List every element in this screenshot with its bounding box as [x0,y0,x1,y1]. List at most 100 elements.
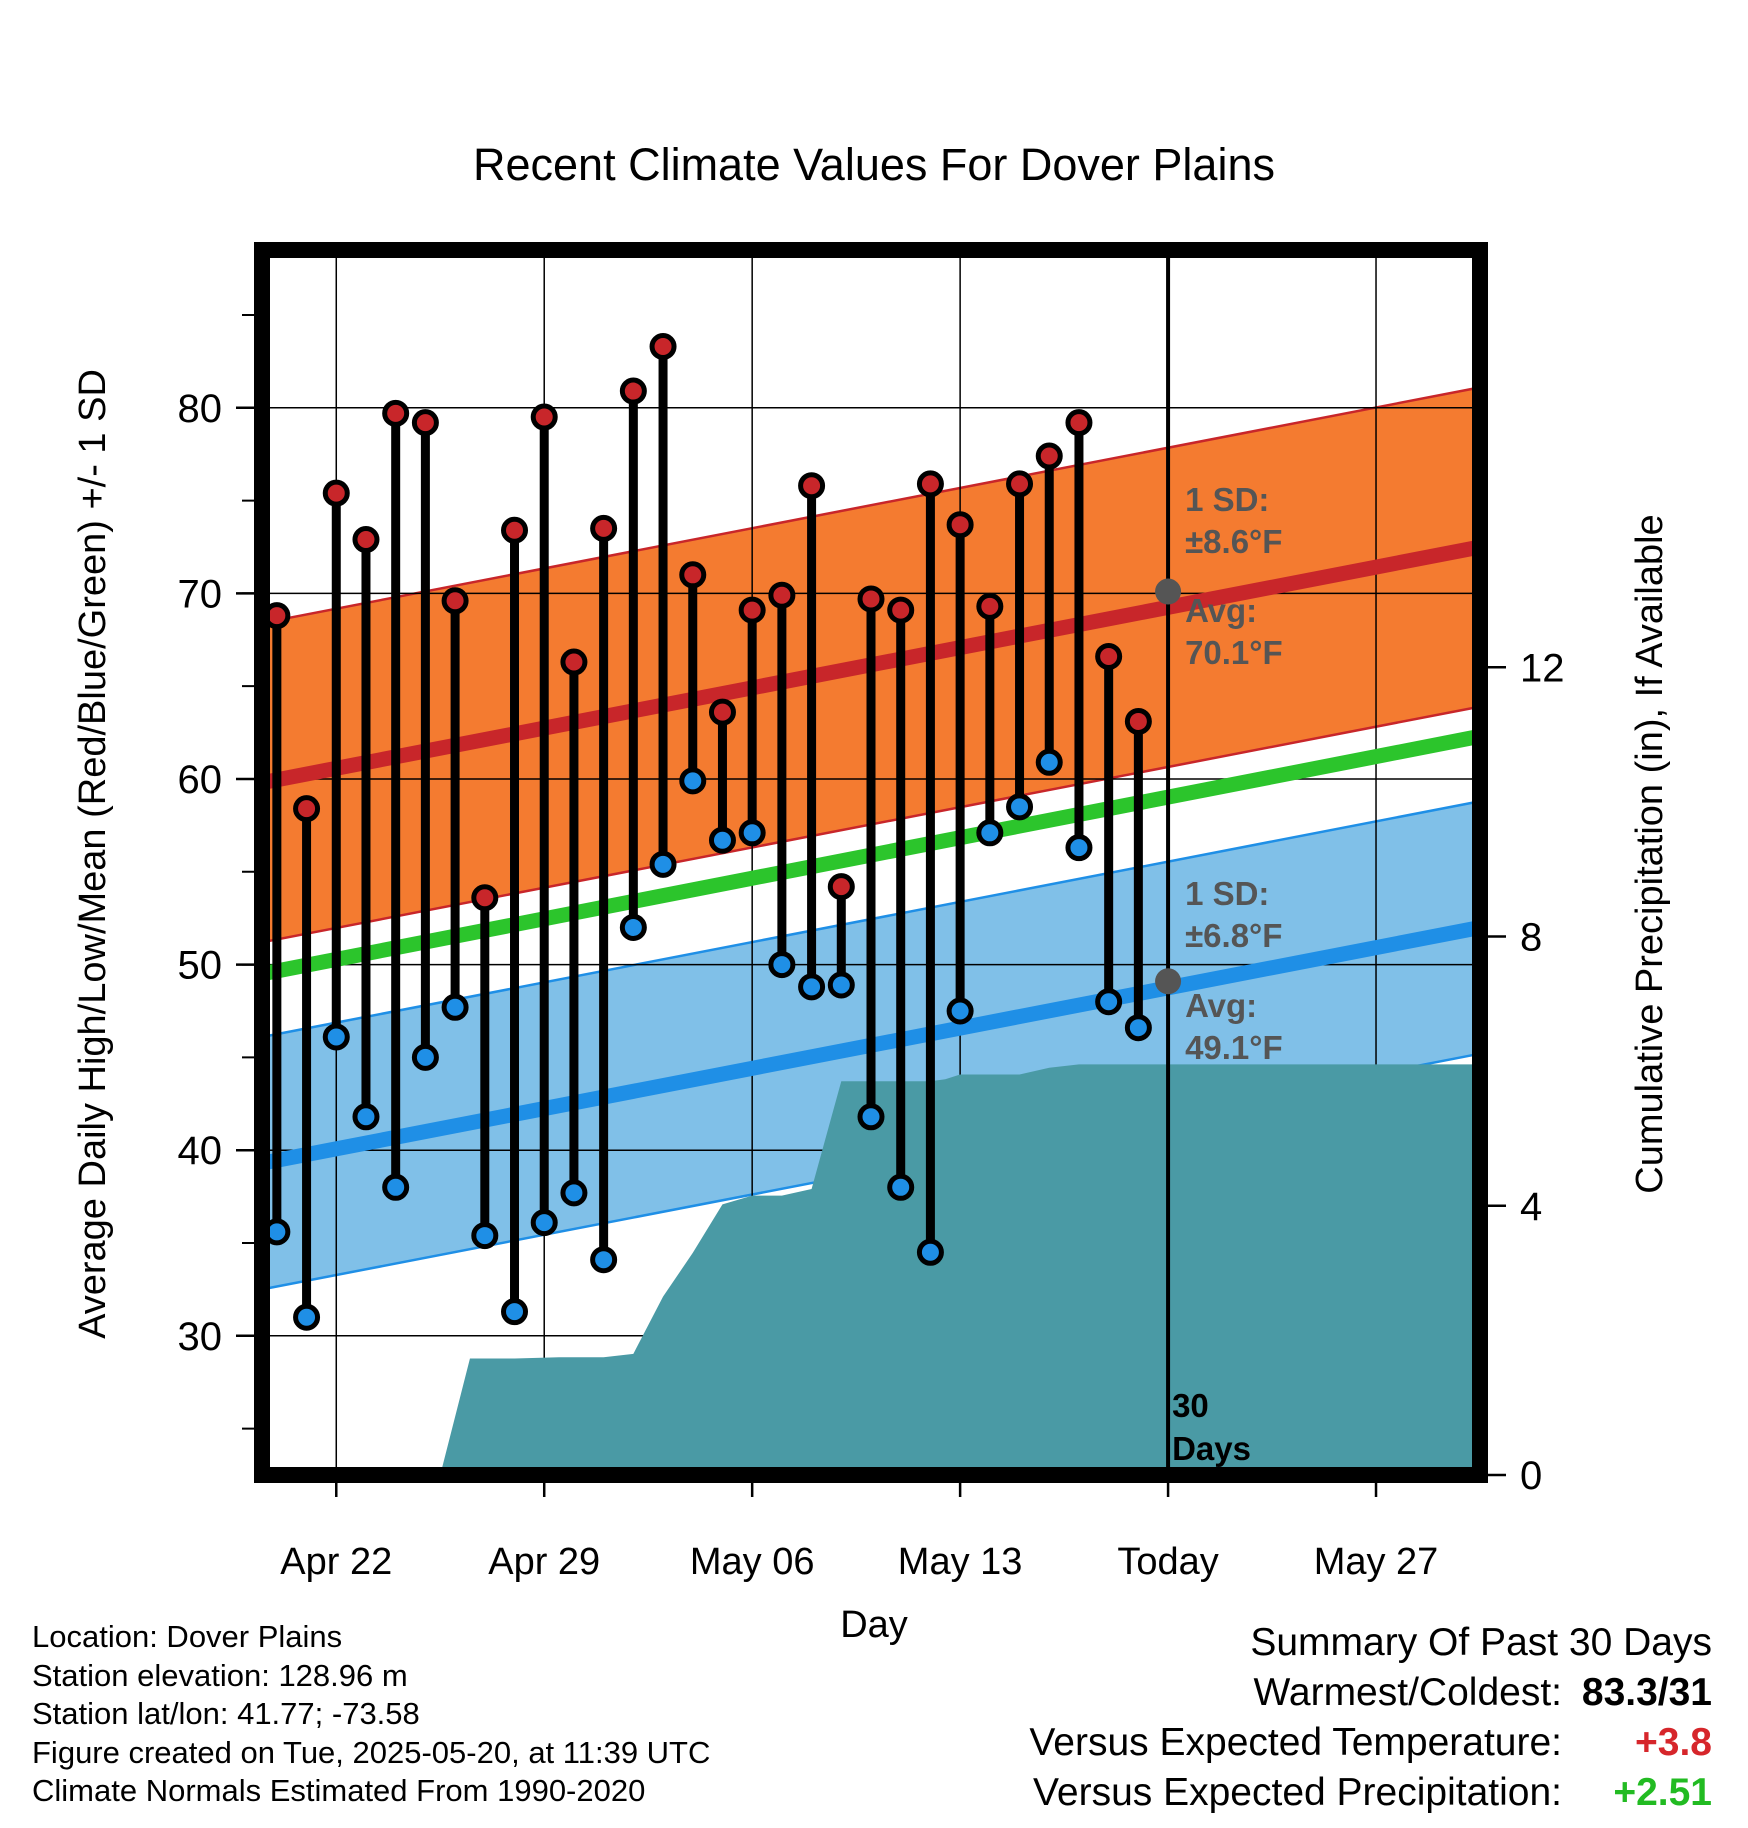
temp-label: Versus Expected Temperature: [1029,1721,1562,1764]
y2-tick-label: 12 [1520,646,1565,690]
low-point [411,1043,439,1071]
x-tick-label: Apr 22 [280,1541,392,1583]
high-avg-label: Avg: [1185,592,1257,629]
low-point [768,951,796,979]
y-tick-label: 70 [178,572,223,616]
y-axis-label: Average Daily High/Low/Mean (Red/Blue/Gr… [72,369,114,1339]
high-point [857,585,885,613]
high-point [619,377,647,405]
high-sd-value: ±8.6°F [1185,523,1282,560]
low-point [619,913,647,941]
normals-text: Climate Normals Estimated From 1990-2020 [32,1773,646,1808]
high-point [560,648,588,676]
latlon-text: Station lat/lon: 41.77; -73.58 [32,1696,420,1731]
y-tick-label: 40 [178,1129,223,1173]
temp-value: +3.8 [1635,1721,1712,1764]
high-point [441,587,469,615]
high-point [768,581,796,609]
low-point [857,1103,885,1131]
y-tick-label: 50 [178,944,223,988]
x-tick-label: May 13 [898,1541,1023,1583]
low-point [1065,834,1093,862]
high-point [708,698,736,726]
low-point [976,819,1004,847]
low-sd-value: ±6.8°F [1185,917,1282,954]
low-point [798,973,826,1001]
high-avg-marker [1155,578,1182,605]
plot-area: 1 SD: ±8.6°F Avg: 70.1°F 1 SD: ±6.8°F Avg: 49.1… [178,242,1565,1583]
y-tick-label: 80 [178,387,223,431]
low-point [827,971,855,999]
low-point [708,826,736,854]
low-point [382,1173,410,1201]
low-point [738,819,766,847]
low-point [1124,1014,1152,1042]
summary-panel: Summary Of Past 30 Days Warmest/Coldest:… [1029,1618,1712,1818]
high-sd-label: 1 SD: [1185,481,1269,518]
low-point [887,1173,915,1201]
low-point [441,993,469,1021]
high-point [1124,707,1152,735]
high-point [1006,470,1034,498]
x-axis-label: Day [840,1604,908,1646]
low-point [1006,793,1034,821]
created-text: Figure created on Tue, 2025-05-20, at 11… [32,1734,711,1770]
low-avg-marker [1155,968,1182,995]
y2-axis-label: Cumulative Precipitation (in), If Availa… [1629,514,1671,1193]
low-point [1035,748,1063,776]
y2-tick-label: 0 [1520,1454,1542,1498]
high-point [411,409,439,437]
high-point [798,472,826,500]
plot-frame [254,242,1488,1483]
low-point [293,1303,321,1331]
low-avg-label: Avg: [1185,987,1257,1024]
precip-label: Versus Expected Precipitation: [1033,1771,1562,1814]
low-point [352,1103,380,1131]
low-point [530,1209,558,1237]
days-count-label: 30 [1172,1387,1209,1424]
high-point [976,592,1004,620]
x-tick-label: May 27 [1314,1541,1439,1583]
high-point [382,399,410,427]
days-unit-label: Days [1172,1430,1251,1467]
high-point [946,511,974,539]
high-avg-value: 70.1°F [1185,634,1283,671]
high-point [1065,409,1093,437]
y-tick-label: 60 [178,758,223,802]
high-point [1035,442,1063,470]
high-point [322,479,350,507]
high-point [738,596,766,624]
summary-warmest-row: Warmest/Coldest: 83.3/31 [1029,1668,1712,1718]
low-point [916,1238,944,1266]
high-point [590,514,618,542]
high-point [916,470,944,498]
low-point [590,1246,618,1274]
low-point [1095,988,1123,1016]
x-tick-label: Apr 29 [488,1541,600,1583]
high-point [293,795,321,823]
high-point [501,516,529,544]
y-tick-label: 30 [178,1315,223,1359]
low-point [471,1222,499,1250]
high-point [1095,642,1123,670]
summary-temp-row: Versus Expected Temperature: +3.8 [1029,1718,1712,1768]
low-point [946,997,974,1025]
high-point [679,561,707,589]
y2-tick-label: 8 [1520,916,1542,960]
chart-title: Recent Climate Values For Dover Plains [473,139,1275,190]
high-point [827,873,855,901]
low-point [649,850,677,878]
precip-value: +2.51 [1613,1771,1712,1814]
y2-tick-label: 4 [1520,1185,1542,1229]
high-sd-band-upper-edge [261,386,1481,625]
low-sd-label: 1 SD: [1185,875,1269,912]
x-tick-label: May 06 [690,1541,815,1583]
station-info: Location: Dover Plains Station elevation… [32,1618,710,1811]
low-point [501,1298,529,1326]
high-point [352,526,380,554]
precip-area [262,1064,1480,1475]
elevation-text: Station elevation: 128.96 m [32,1657,408,1693]
warmest-label: Warmest/Coldest: [1253,1671,1562,1714]
low-point [560,1179,588,1207]
